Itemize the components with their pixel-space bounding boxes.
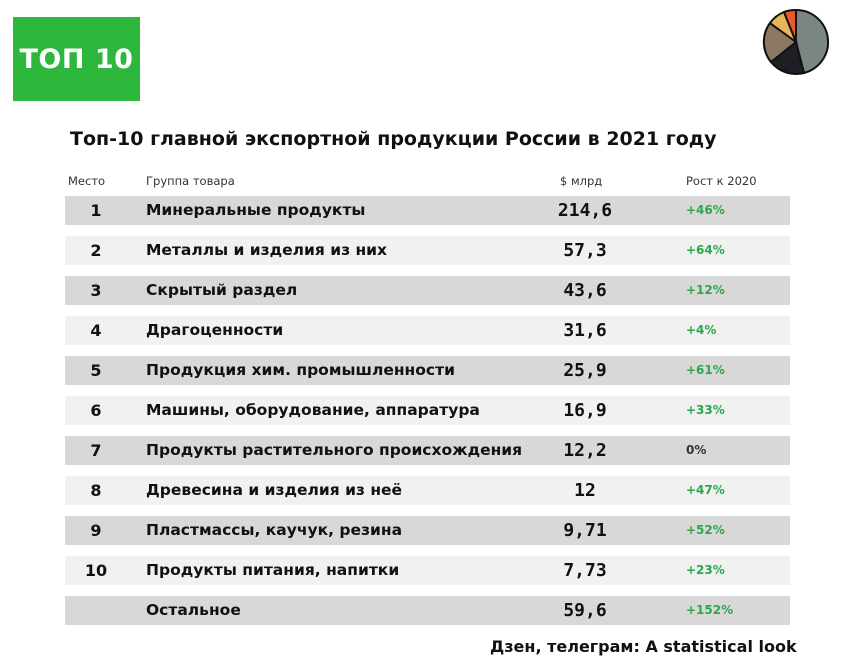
growth-cell: +4% [686,323,717,337]
growth-cell: +46% [686,203,725,217]
growth-cell: +152% [686,603,734,617]
rank-cell: 10 [84,561,108,580]
rank-cell: 7 [90,441,102,460]
table-row: Остальное 59,6 +152% [65,596,790,625]
growth-cell: +52% [686,523,725,537]
name-cell: Продукты растительного происхождения [146,441,523,459]
table-title: Топ-10 главной экспортной продукции Росс… [70,128,717,150]
name-cell: Минеральные продукты [146,201,366,219]
value-cell: 57,3 [563,240,607,261]
rank-cell: 3 [90,281,102,300]
growth-cell: +33% [686,403,725,417]
value-cell: 31,6 [563,320,607,341]
value-cell: 12 [574,480,596,501]
value-cell: 59,6 [563,600,607,621]
name-cell: Древесина и изделия из неё [146,481,403,499]
growth-cell: +64% [686,243,725,257]
growth-cell: +61% [686,363,725,377]
table-row: 7 Продукты растительного происхождения 12,… [65,436,790,465]
name-cell: Пластмассы, каучук, резина [146,521,403,539]
name-cell: Машины, оборудование, аппаратура [146,401,480,419]
value-cell: 7,73 [563,560,607,581]
rank-cell: 8 [90,481,102,500]
value-cell: 25,9 [563,360,607,381]
rank-cell: 9 [90,521,102,540]
pie-chart-logo-icon [762,8,830,75]
top10-badge: ТОП 10 [13,17,140,101]
table-row: 4 Драгоценности 31,6 +4% [65,316,790,345]
name-cell: Продукты питания, напитки [146,561,400,579]
header-rank: Место [68,174,106,188]
growth-cell: 0% [686,443,707,457]
rank-cell: 6 [90,401,102,420]
table-row: 2 Металлы и изделия из них 57,3 +64% [65,236,790,265]
rank-cell: 5 [90,361,102,380]
name-cell: Драгоценности [146,321,284,339]
value-cell: 9,71 [563,520,607,541]
rank-cell: 1 [90,201,102,220]
table-row: 6 Машины, оборудование, аппаратура 16,9 +33… [65,396,790,425]
rank-cell: 2 [90,241,102,260]
growth-cell: +23% [686,563,725,577]
name-cell: Металлы и изделия из них [146,241,388,259]
rank-cell: 4 [90,321,102,340]
name-cell: Скрытый раздел [146,281,298,299]
value-cell: 16,9 [563,400,607,421]
footer-source: Дзен, телеграм: A statistical look [490,637,797,656]
table-row: 3 Скрытый раздел 43,6 +12% [65,276,790,305]
growth-cell: +12% [686,283,725,297]
value-cell: 12,2 [563,440,607,461]
header-growth: Рост к 2020 [686,174,757,188]
table-row: 9 Пластмассы, каучук, резина 9,71 +52% [65,516,790,545]
table-row: 10 Продукты питания, напитки 7,73 +23% [65,556,790,585]
header-value: $ млрд [560,174,603,188]
header-group: Группа товара [146,174,235,188]
value-cell: 214,6 [557,200,613,221]
rank-cell [65,596,127,625]
table-row: 1 Минеральные продукты 214,6 +46% [65,196,790,225]
growth-cell: +47% [686,483,725,497]
table-row: 8 Древесина и изделия из неё 12 +47% [65,476,790,505]
table-row: 5 Продукция хим. промышленности 25,9 +61% [65,356,790,385]
value-cell: 43,6 [563,280,607,301]
name-cell: Остальное [146,601,241,619]
name-cell: Продукция хим. промышленности [146,361,455,379]
